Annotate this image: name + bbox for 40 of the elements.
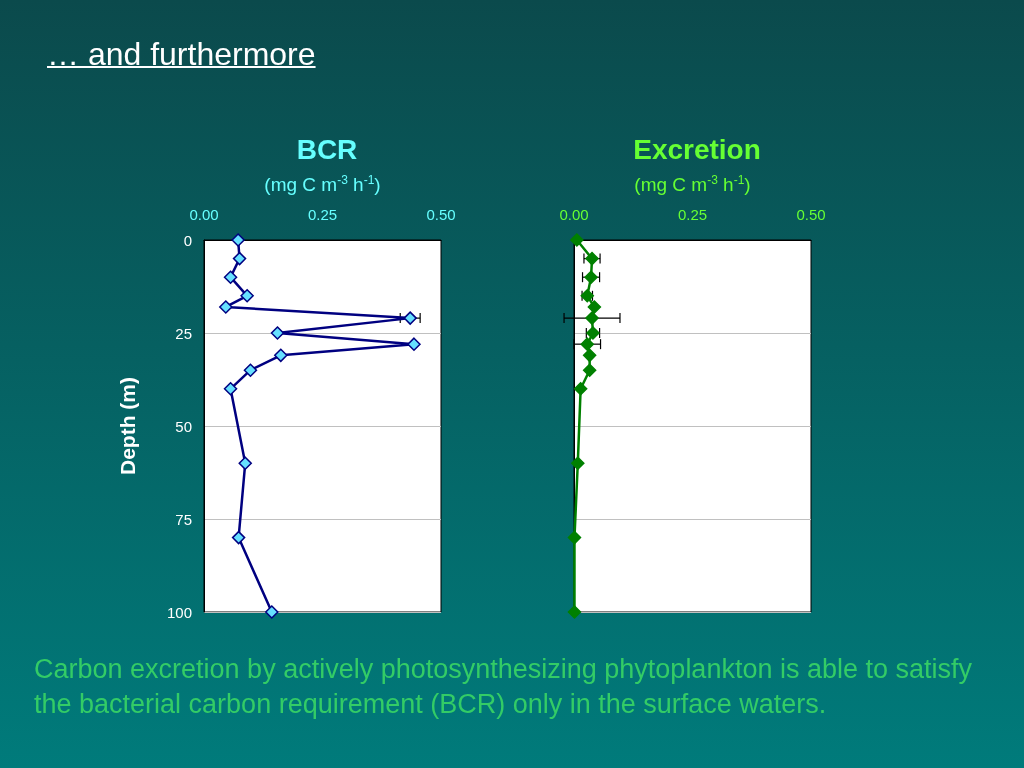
point [223, 382, 238, 396]
point [573, 382, 588, 396]
point [231, 530, 246, 545]
x-tick-label: 0.00 [559, 206, 589, 223]
point [265, 605, 279, 619]
y-tick-label: 25 [175, 324, 192, 342]
point [240, 289, 254, 303]
point [219, 300, 233, 314]
point [570, 233, 584, 247]
text: Carbon excretion by actively photosynthesizing phytoplankton is able to satisfy the bacterial carbon requirement (BCR) only in the surface waters. [34, 653, 974, 721]
point [582, 363, 597, 377]
point [243, 363, 258, 377]
y-tick-label: 50 [175, 417, 192, 435]
point [585, 311, 599, 325]
x-tick-label: 0.50 [426, 206, 456, 223]
chart-title: Excretion [633, 133, 761, 165]
point [567, 530, 582, 545]
point [274, 348, 288, 363]
point [270, 326, 285, 340]
point [582, 348, 597, 363]
point [571, 456, 585, 470]
x-tick-label: 0.25 [307, 206, 338, 223]
point [587, 300, 602, 314]
point [403, 311, 417, 325]
point [232, 251, 247, 266]
chart-title: BCR [296, 133, 358, 165]
y-tick-label: 0 [183, 231, 192, 249]
x-tick-label: 0.50 [796, 206, 826, 223]
point [223, 270, 238, 284]
point [567, 605, 582, 619]
y-tick-label: 75 [175, 510, 192, 528]
x-tick-label: 0.00 [189, 206, 219, 223]
text: … and furthermore [47, 36, 316, 73]
point [231, 233, 245, 247]
y-tick-label: 100 [166, 603, 192, 621]
x-tick-label: 0.25 [677, 206, 708, 223]
point [238, 456, 252, 470]
point [580, 337, 595, 351]
y-axis-title: Depth (m) [116, 377, 139, 475]
point [407, 337, 421, 351]
